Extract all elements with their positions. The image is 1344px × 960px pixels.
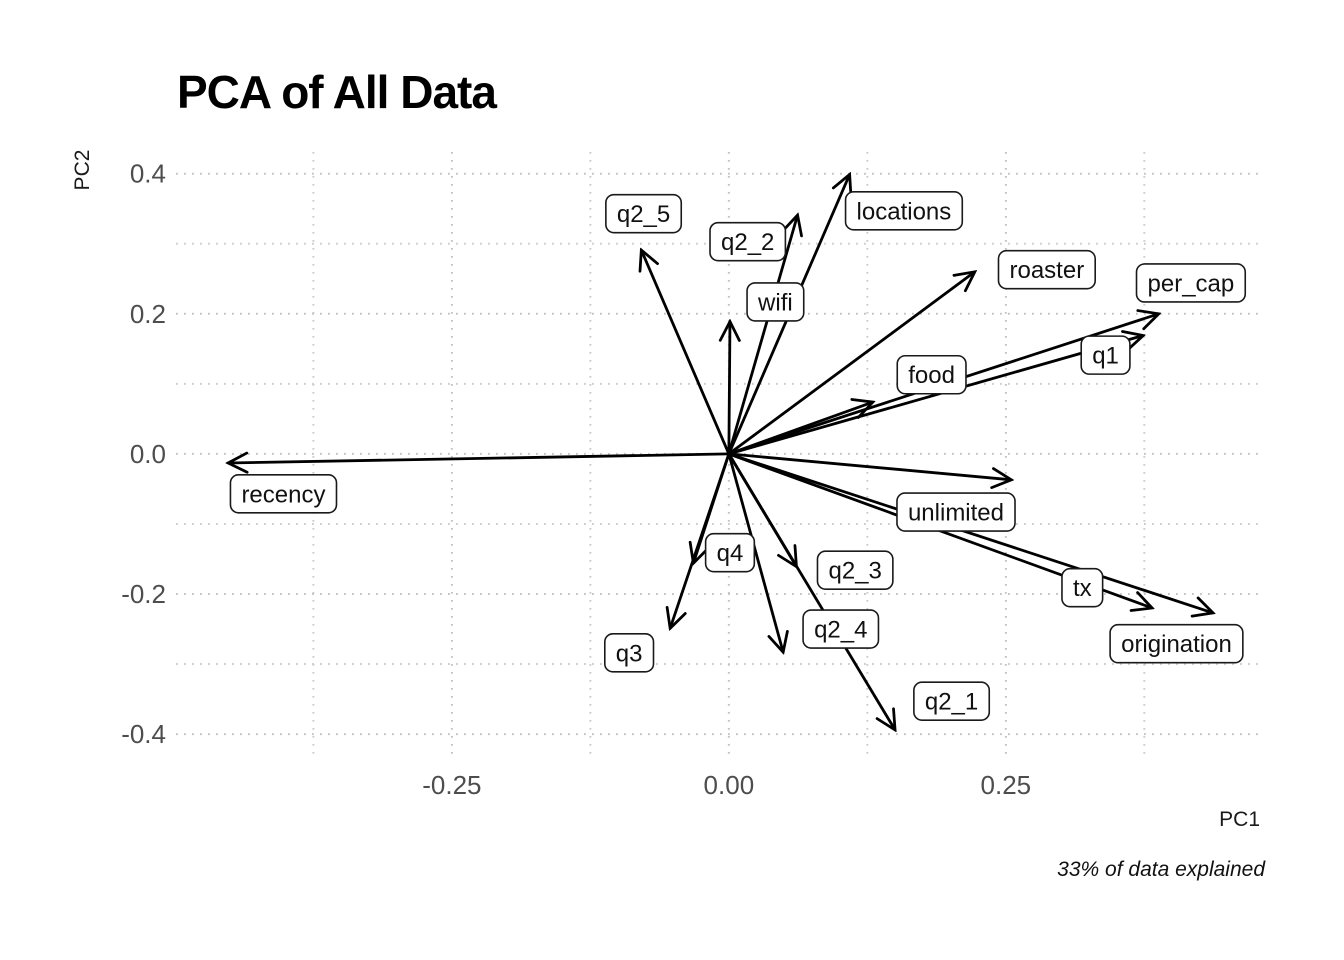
variable-label-text: food	[908, 362, 955, 389]
loading-arrow-recency	[228, 454, 729, 463]
variable-label-text: tx	[1073, 575, 1092, 602]
variable-label-box	[896, 492, 1016, 532]
y-tick-label: 0.2	[130, 299, 166, 329]
variable-label-text: locations	[857, 198, 952, 225]
variable-label-q2_1: q2_1	[913, 681, 991, 721]
variable-label-text: q2_5	[617, 201, 670, 228]
variable-label-box	[802, 609, 880, 649]
variable-label-text: q2_3	[828, 558, 881, 585]
x-axis-title: PC1	[1219, 808, 1260, 831]
variable-label-q2_5: q2_5	[605, 193, 683, 234]
variable-label-box	[1109, 623, 1244, 664]
variable-label-box	[913, 681, 991, 721]
variable-label-food: food	[896, 354, 967, 395]
variable-label-text: per_cap	[1148, 270, 1235, 297]
y-tick-label: -0.2	[121, 579, 166, 609]
variable-label-text: q2_2	[721, 229, 774, 256]
loading-arrow-q3	[670, 453, 731, 628]
y-tick-label: 0.4	[130, 159, 166, 189]
variable-label-box	[816, 550, 894, 590]
axis-tick-labels: 0.4 0.2 0.0 -0.2 -0.4 -0.25 0.00 0.25	[121, 159, 1031, 800]
variable-label-text: q3	[616, 640, 643, 667]
variable-label-box	[997, 249, 1096, 290]
variable-label-box	[1135, 263, 1247, 303]
loading-arrow-roaster	[728, 272, 975, 456]
variable-label-origination: origination	[1109, 623, 1244, 664]
variable-label-text: unlimited	[908, 500, 1004, 527]
variable-label-wifi: wifi	[746, 282, 805, 322]
variable-label-box	[1080, 335, 1131, 375]
variable-label-text: roaster	[1009, 257, 1084, 284]
variable-label-q4: q4	[704, 532, 756, 573]
variable-label-q1: q1	[1080, 335, 1131, 375]
loading-arrow-q2_1	[727, 453, 895, 730]
loading-arrow-q1	[728, 336, 1143, 456]
variable-label-per_cap: per_cap	[1135, 263, 1247, 303]
variable-label-text: q2_1	[925, 689, 978, 716]
variable-label-locations: locations	[844, 191, 964, 231]
variable-label-text: wifi	[757, 289, 793, 316]
variable-label-q3: q3	[603, 633, 655, 673]
variable-label-q2_2: q2_2	[709, 221, 787, 262]
y-tick-label: 0.0	[130, 439, 166, 469]
variable-label-text: recency	[241, 481, 325, 508]
variable-label-box	[896, 354, 967, 395]
loading-arrow-q2_4	[727, 453, 783, 652]
variable-label-box	[844, 191, 964, 231]
variable-label-box	[746, 282, 805, 322]
chart-title: PCA of All Data	[177, 66, 497, 118]
y-axis-title: PC2	[71, 150, 94, 191]
variable-label-tx: tx	[1061, 567, 1104, 608]
loading-arrow-q2_2	[727, 215, 798, 455]
variable-label-q2_4: q2_4	[802, 609, 880, 649]
variable-label-box	[704, 532, 756, 573]
variable-label-text: q4	[717, 540, 744, 567]
variable-labels: recency q2_5 q2_2 locations wifi roaster per_c…	[229, 191, 1247, 721]
x-tick-label: 0.25	[981, 770, 1032, 800]
loading-arrow-wifi	[729, 322, 730, 454]
variable-label-roaster: roaster	[997, 249, 1096, 290]
y-tick-label: -0.4	[121, 719, 166, 749]
variable-label-text: origination	[1121, 631, 1232, 658]
variable-label-text: q1	[1092, 343, 1119, 370]
variable-label-box	[1061, 567, 1104, 608]
variable-label-box	[603, 633, 655, 673]
variable-label-unlimited: unlimited	[896, 492, 1016, 532]
loading-arrow-q2_5	[641, 250, 731, 455]
loading-arrow-origination	[728, 452, 1213, 613]
loading-arrow-food	[728, 402, 873, 456]
loading-arrow-unlimited	[728, 452, 1012, 480]
variable-label-text: q2_4	[814, 617, 867, 644]
chart-caption: 33% of data explained	[1057, 858, 1266, 881]
variable-label-box	[605, 193, 683, 234]
loading-arrows	[228, 174, 1213, 729]
variable-label-box	[709, 221, 787, 262]
variable-label-q2_3: q2_3	[816, 550, 894, 590]
variable-label-recency: recency	[229, 474, 338, 514]
variable-label-box	[229, 474, 338, 514]
x-tick-label: -0.25	[422, 770, 481, 800]
x-tick-label: 0.00	[704, 770, 755, 800]
